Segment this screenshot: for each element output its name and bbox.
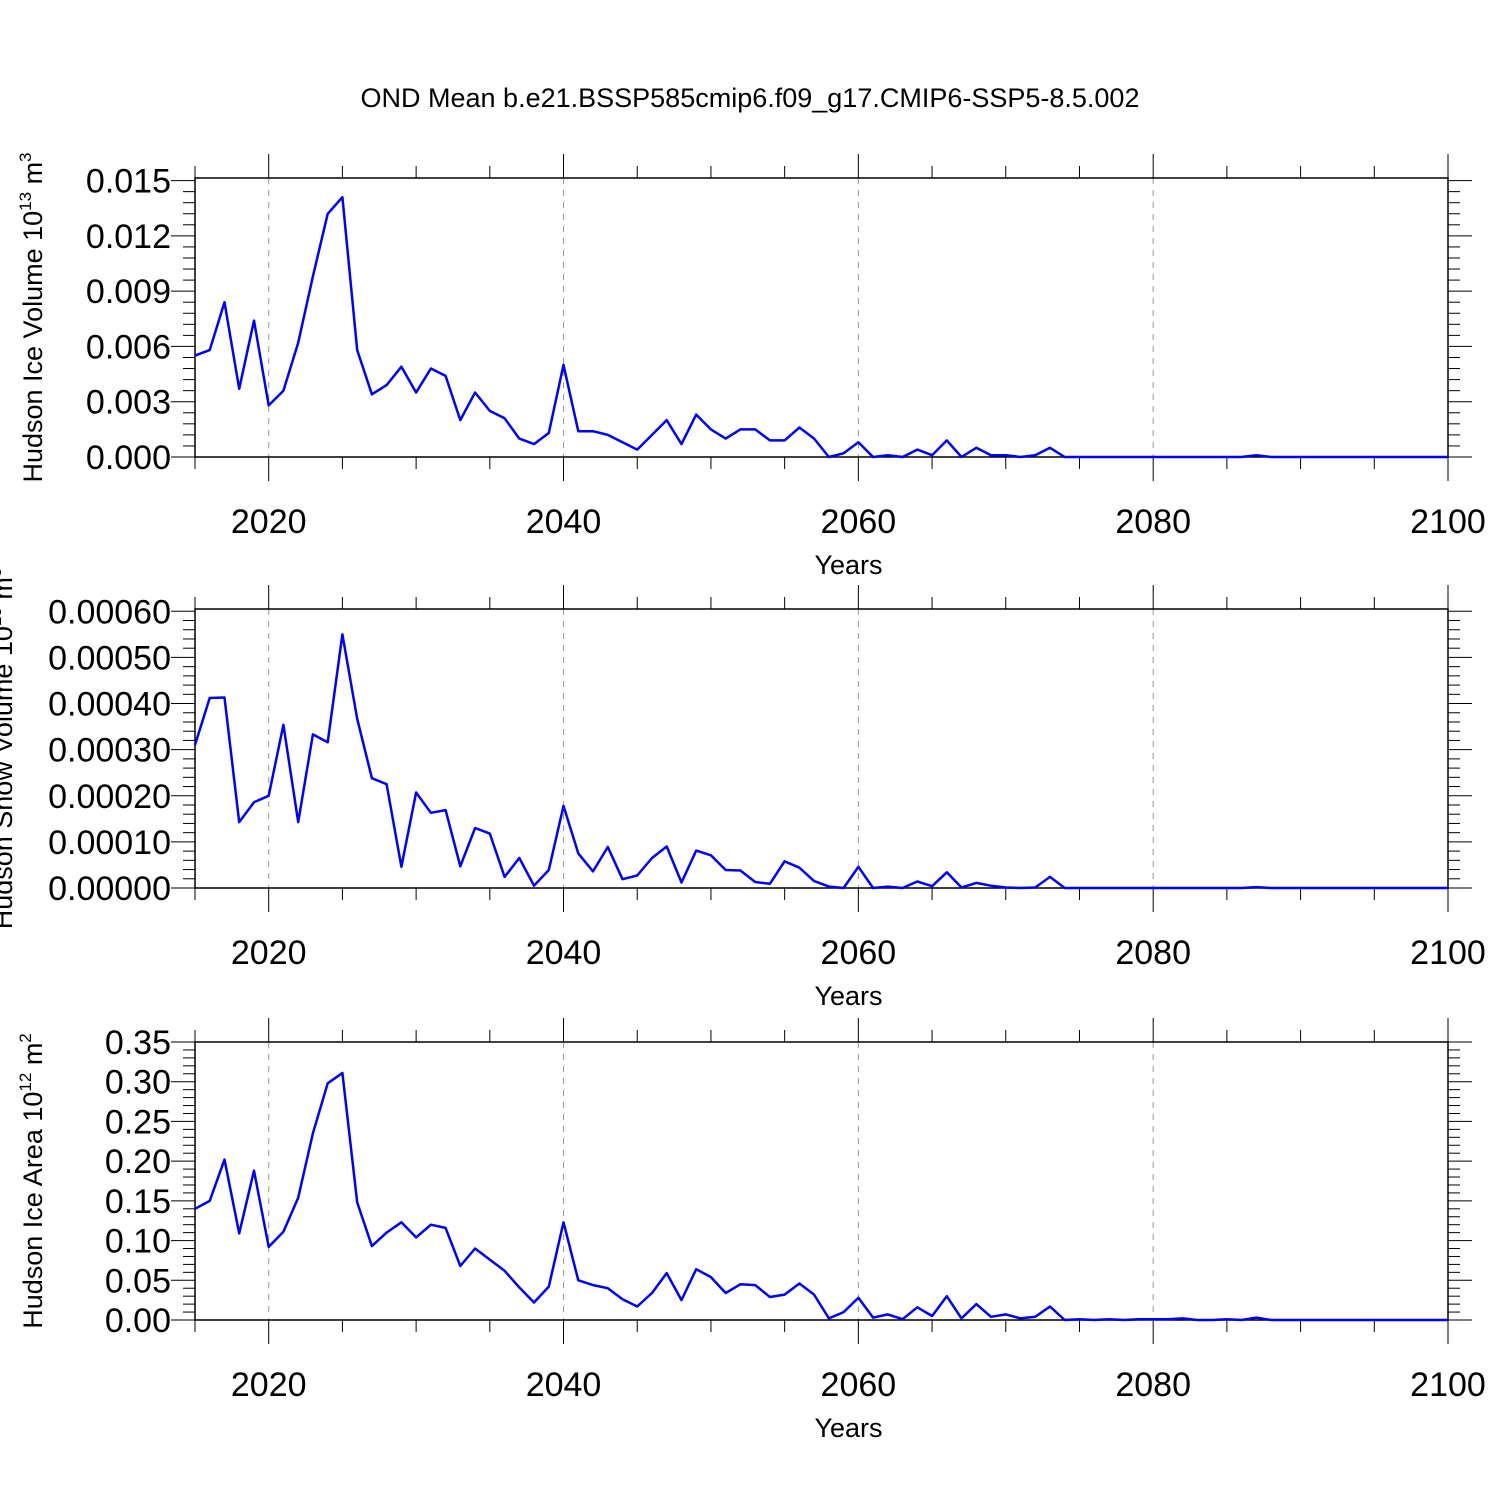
y-tick-label: 0.012	[86, 218, 171, 256]
x-tick-label: 2040	[526, 934, 602, 972]
y-tick-label: 0.00060	[48, 593, 171, 631]
plot-frame	[194, 1041, 1449, 1321]
y-axis-title-part: Hudson Ice Volume 10	[18, 211, 48, 483]
y-tick-label: 0.00	[105, 1302, 171, 1340]
y-axis-title: Hudson Snow Volume 1013 m3	[0, 568, 18, 930]
y-axis-title-superscript: 12	[16, 1073, 35, 1092]
y-axis-title-part: Hudson Snow Volume 10	[0, 626, 18, 929]
y-tick-label: 0.00030	[48, 732, 171, 770]
x-axis-title: Years	[814, 1413, 882, 1443]
x-tick-label: 2020	[231, 503, 307, 541]
chart-panel-1: 2020 2040 2060 2080 2100 0.000 0.003 0.006 0.009…	[16, 152, 1486, 580]
y-axis-title-superscript: 3	[0, 568, 5, 577]
plot-frame	[194, 177, 1449, 458]
y-tick-label: 0.00010	[48, 824, 171, 862]
y-axis-title-superscript: 2	[16, 1033, 35, 1042]
y-axis-title-superscript: 13	[16, 192, 35, 211]
y-tick-label: 0.10	[105, 1223, 171, 1261]
y-axis-title-part: m	[0, 577, 18, 607]
series-line-1	[194, 1071, 1448, 1322]
y-axis-title-part: m	[18, 1043, 48, 1073]
x-tick-label: 2020	[231, 934, 307, 972]
x-tick-label: 2040	[526, 1366, 602, 1404]
x-tick-label: 2020	[231, 1366, 307, 1404]
chart-panel-2: 2020 2040 2060 2080 2100 0.00000 0.00010 0.0002…	[0, 568, 1486, 1011]
y-tick-label: 0.00050	[48, 639, 171, 677]
y-tick-label: 0.30	[105, 1064, 171, 1102]
x-axis-title: Years	[814, 981, 882, 1011]
y-axis-title: Hudson Ice Area 1012 m2	[16, 1033, 48, 1329]
y-tick-label: 0.00020	[48, 778, 171, 816]
y-axis-title-part: Hudson Ice Area 10	[18, 1092, 48, 1329]
series-line-1	[194, 195, 1448, 459]
x-tick-label: 2060	[821, 503, 897, 541]
x-tick-label: 2100	[1410, 503, 1486, 541]
x-tick-label: 2060	[821, 1366, 897, 1404]
figure-title: OND Mean b.e21.BSSP585cmip6.f09_g17.CMIP…	[361, 83, 1140, 113]
panels: 2020 2040 2060 2080 21000.0000.0030.0060.009…	[0, 152, 1486, 1443]
y-axis-title-superscript: 3	[16, 152, 35, 161]
y-tick-label: 0.20	[105, 1143, 171, 1181]
x-tick-label: 2080	[1115, 503, 1191, 541]
y-tick-label: 0.015	[86, 163, 171, 201]
y-tick-label: 0.000	[86, 439, 171, 477]
chart-panel-3: 2020 2040 2060 2080 2100 0.000.050.100.150.20…	[16, 1018, 1486, 1443]
y-tick-label: 0.003	[86, 384, 171, 422]
y-tick-label: 0.05	[105, 1262, 171, 1300]
x-tick-label: 2100	[1410, 934, 1486, 972]
y-tick-label: 0.35	[105, 1024, 171, 1062]
y-axis-title: Hudson Ice Volume 1013 m3	[16, 152, 48, 482]
y-axis-title-superscript: 13	[0, 607, 5, 626]
x-tick-label: 2100	[1410, 1366, 1486, 1404]
y-tick-label: 0.009	[86, 273, 171, 311]
y-tick-label: 0.15	[105, 1183, 171, 1221]
y-tick-label: 0.00000	[48, 870, 171, 908]
x-tick-label: 2040	[526, 503, 602, 541]
y-tick-label: 0.00040	[48, 686, 171, 724]
x-axis-title: Years	[814, 550, 882, 580]
y-axis-title-part: m	[18, 162, 48, 192]
y-tick-label: 0.006	[86, 328, 171, 366]
x-tick-label: 2060	[821, 934, 897, 972]
series-line-1	[193, 633, 1448, 890]
plot-frame	[194, 608, 1449, 889]
y-tick-label: 0.25	[105, 1103, 171, 1141]
x-tick-label: 2080	[1115, 934, 1191, 972]
x-tick-label: 2080	[1115, 1366, 1191, 1404]
